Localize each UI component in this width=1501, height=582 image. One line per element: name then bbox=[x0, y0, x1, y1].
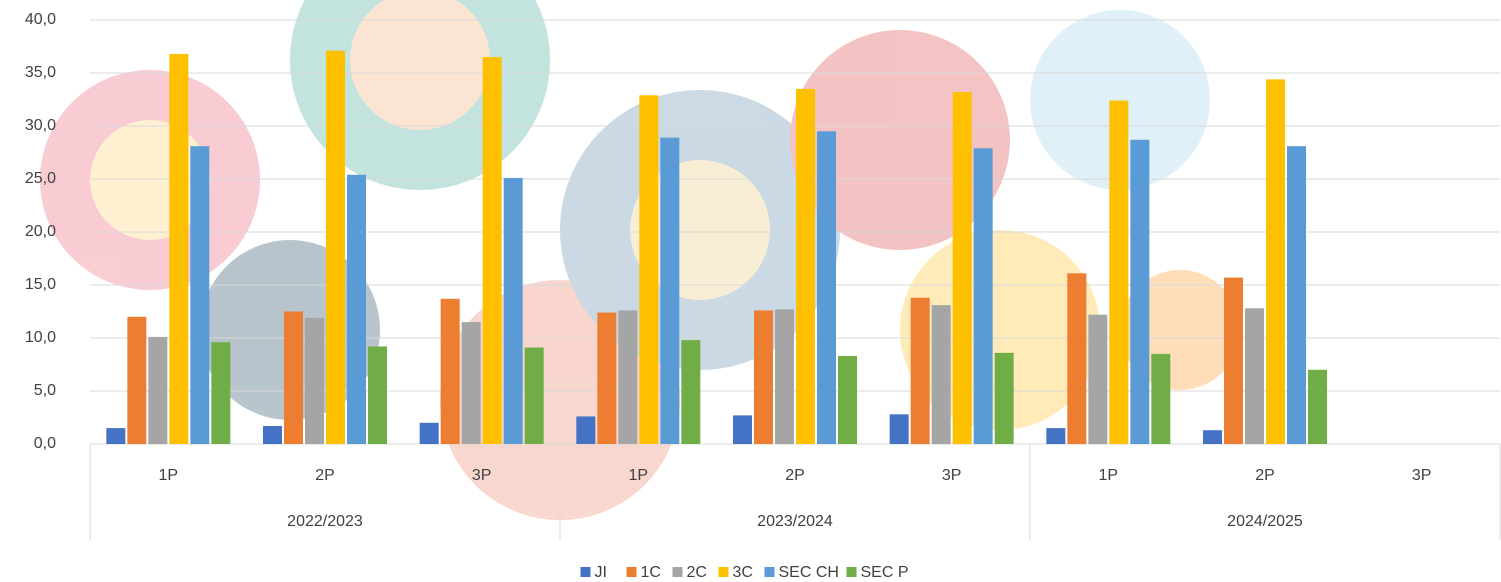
bar bbox=[148, 337, 167, 444]
y-tick-label: 10,0 bbox=[25, 329, 56, 346]
group-label: 2023/2024 bbox=[757, 513, 833, 530]
bar bbox=[817, 131, 836, 444]
bar bbox=[347, 175, 366, 444]
bar bbox=[1088, 315, 1107, 444]
legend-swatch bbox=[765, 567, 775, 577]
bar bbox=[1224, 278, 1243, 444]
legend-swatch bbox=[581, 567, 591, 577]
y-tick-label: 35,0 bbox=[25, 64, 56, 81]
x-tick-label: 1P bbox=[629, 467, 649, 484]
bar bbox=[284, 312, 303, 445]
legend-swatch bbox=[673, 567, 683, 577]
bar bbox=[775, 309, 794, 444]
chart: 0,0 5,0 10,0 15,0 20,0 25,0 30,0 35,0 40,0 1P 2P 3P… bbox=[0, 0, 1501, 582]
legend-label: 2C bbox=[687, 564, 707, 581]
bar bbox=[1287, 146, 1306, 444]
bar bbox=[911, 298, 930, 444]
bar bbox=[305, 318, 324, 444]
bar bbox=[263, 426, 282, 444]
bar bbox=[681, 340, 700, 444]
bar bbox=[1308, 370, 1327, 444]
legend-label: JI bbox=[595, 564, 607, 581]
bar bbox=[127, 317, 146, 444]
bar bbox=[796, 89, 815, 444]
bar bbox=[618, 310, 637, 444]
bar bbox=[995, 353, 1014, 444]
y-tick-label: 20,0 bbox=[25, 223, 56, 240]
x-tick-label: 3P bbox=[942, 467, 962, 484]
y-tick-label: 5,0 bbox=[34, 382, 56, 399]
bar bbox=[1130, 140, 1149, 444]
bar bbox=[1046, 428, 1065, 444]
bar bbox=[576, 416, 595, 444]
y-tick-label: 15,0 bbox=[25, 276, 56, 293]
bar bbox=[1151, 354, 1170, 444]
bar bbox=[441, 299, 460, 444]
bar bbox=[1067, 273, 1086, 444]
x-tick-label: 3P bbox=[472, 467, 492, 484]
bar bbox=[1266, 79, 1285, 444]
legend-label: 3C bbox=[733, 564, 753, 581]
bar bbox=[733, 415, 752, 444]
y-tick-label: 25,0 bbox=[25, 170, 56, 187]
x-tick-label: 2P bbox=[315, 467, 335, 484]
bar bbox=[106, 428, 125, 444]
bar bbox=[483, 57, 502, 444]
y-tick-label: 30,0 bbox=[25, 117, 56, 134]
x-tick-label: 2P bbox=[785, 467, 805, 484]
bar bbox=[890, 414, 909, 444]
bar bbox=[953, 92, 972, 444]
bar bbox=[420, 423, 439, 444]
bar bbox=[932, 305, 951, 444]
x-tick-label: 2P bbox=[1255, 467, 1275, 484]
group-label: 2024/2025 bbox=[1227, 513, 1303, 530]
y-tick-label: 0,0 bbox=[34, 435, 56, 452]
bar bbox=[1203, 430, 1222, 444]
bar bbox=[368, 346, 387, 444]
bar bbox=[660, 138, 679, 444]
x-tick-label: 1P bbox=[1099, 467, 1119, 484]
legend-label: SEC P bbox=[861, 564, 909, 581]
group-label: 2022/2023 bbox=[287, 513, 363, 530]
legend-swatch bbox=[847, 567, 857, 577]
legend-swatch bbox=[627, 567, 637, 577]
bar bbox=[504, 178, 523, 444]
bar bbox=[754, 310, 773, 444]
bar bbox=[974, 148, 993, 444]
legend-label: SEC CH bbox=[779, 564, 839, 581]
bar bbox=[838, 356, 857, 444]
bar bbox=[190, 146, 209, 444]
bar bbox=[462, 322, 481, 444]
x-tick-label: 3P bbox=[1412, 467, 1432, 484]
legend-label: 1C bbox=[641, 564, 661, 581]
bar bbox=[525, 348, 544, 444]
y-tick-label: 40,0 bbox=[25, 11, 56, 28]
x-tick-label: 1P bbox=[159, 467, 179, 484]
bar bbox=[326, 51, 345, 444]
bar bbox=[597, 313, 616, 444]
bar bbox=[639, 95, 658, 444]
bar bbox=[1109, 101, 1128, 444]
legend-swatch bbox=[719, 567, 729, 577]
bar bbox=[1245, 308, 1264, 444]
bar bbox=[211, 342, 230, 444]
bar bbox=[169, 54, 188, 444]
